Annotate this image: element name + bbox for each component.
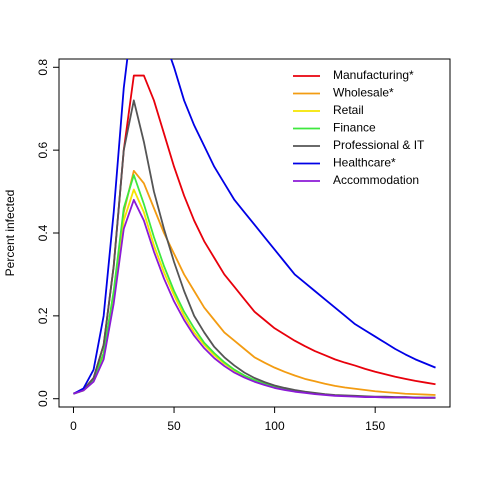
series-line: [73, 169, 436, 396]
plot-box: [58, 58, 451, 408]
plot-lines: [73, 59, 436, 399]
legend-label: Wholesale*: [333, 86, 394, 100]
y-tick-label: 0.4: [36, 224, 50, 241]
legend-label: Healthcare*: [333, 156, 396, 170]
x-tick-label: 150: [365, 419, 385, 433]
y-tick-label: 0.0: [36, 390, 50, 407]
y-tick-label: 0.6: [36, 141, 50, 158]
x-tick-label: 0: [70, 419, 77, 433]
x-tick-label: 50: [167, 419, 181, 433]
series-line: [73, 74, 436, 395]
y-tick-label: 0.2: [36, 307, 50, 324]
y-tick-label: 0.8: [36, 59, 50, 76]
x-tick-label: 100: [265, 419, 285, 433]
y-axis-label: Percent infected: [3, 190, 17, 277]
legend-label: Finance: [333, 121, 376, 135]
series-line: [73, 188, 436, 399]
series-line: [73, 198, 436, 399]
legend-label: Manufacturing*: [333, 68, 414, 82]
legend-label: Accommodation: [333, 173, 419, 187]
legend-label: Professional & IT: [333, 138, 425, 152]
legend-label: Retail: [333, 103, 364, 117]
series-line: [73, 59, 436, 395]
